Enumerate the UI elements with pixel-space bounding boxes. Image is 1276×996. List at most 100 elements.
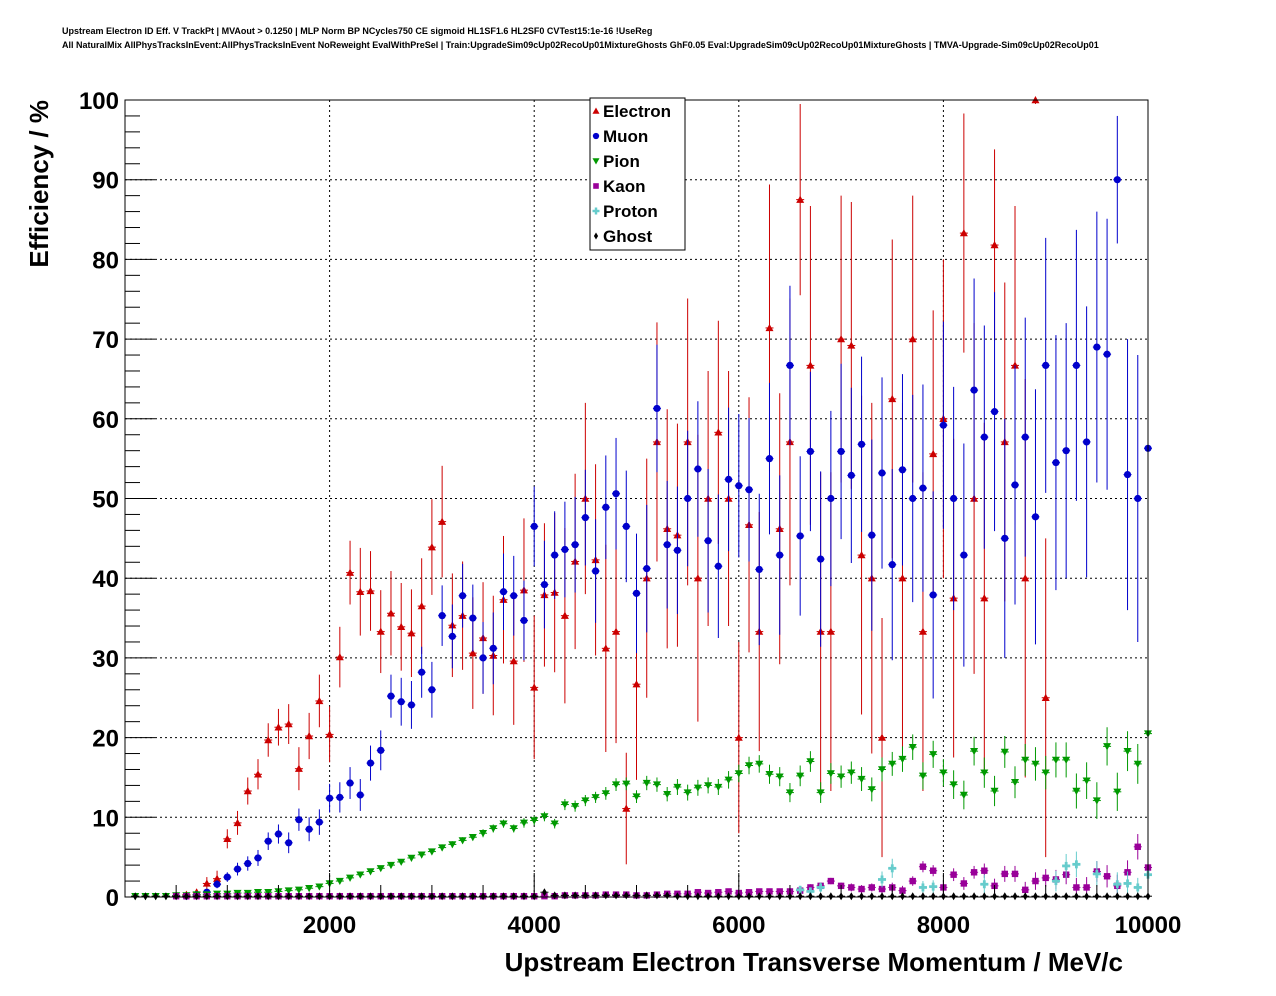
data-point	[726, 892, 731, 901]
data-point	[438, 612, 446, 620]
data-point	[929, 449, 938, 458]
data-point	[1042, 361, 1050, 370]
data-point	[918, 627, 927, 635]
data-point	[335, 653, 344, 661]
data-point	[284, 887, 293, 895]
data-point	[951, 892, 957, 901]
data-point	[867, 786, 876, 794]
data-point	[796, 772, 805, 780]
data-point	[284, 720, 293, 728]
data-point	[868, 531, 876, 539]
data-point	[1072, 787, 1081, 795]
legend-label-kaon: Kaon	[603, 177, 646, 196]
data-point	[551, 551, 559, 559]
data-point	[386, 861, 395, 870]
data-point	[878, 875, 887, 884]
data-point	[489, 825, 498, 833]
data-point	[929, 751, 938, 759]
data-point	[888, 561, 896, 569]
data-point	[458, 592, 467, 600]
data-point	[900, 892, 905, 901]
data-point	[1011, 779, 1020, 787]
data-point	[675, 892, 680, 901]
data-point	[1041, 769, 1050, 777]
data-point	[1084, 892, 1090, 901]
data-point	[663, 790, 672, 799]
data-point	[1033, 892, 1038, 901]
data-point	[847, 471, 855, 479]
data-point	[909, 877, 916, 885]
data-point	[335, 877, 344, 886]
data-point	[1011, 361, 1020, 369]
data-point	[796, 532, 804, 540]
data-point	[1113, 788, 1122, 796]
data-point	[734, 733, 743, 741]
data-point	[571, 802, 580, 811]
data-point	[1053, 892, 1059, 901]
data-point	[571, 541, 579, 549]
legend-label-electron: Electron	[603, 102, 671, 121]
data-point	[693, 784, 702, 792]
data-point	[816, 789, 825, 797]
data-point	[960, 551, 968, 559]
data-point	[397, 858, 406, 866]
data-point	[1125, 892, 1130, 901]
data-point	[274, 723, 283, 731]
data-point	[366, 868, 375, 876]
data-point	[859, 892, 864, 901]
data-point	[1041, 693, 1050, 701]
data-point	[1134, 843, 1141, 850]
data-point	[990, 787, 999, 795]
data-point	[468, 834, 477, 842]
data-point	[264, 837, 272, 845]
data-point	[918, 772, 927, 780]
data-point	[1103, 873, 1111, 880]
data-point	[213, 874, 222, 882]
data-point	[981, 892, 987, 901]
data-point	[632, 589, 641, 597]
data-point	[1104, 892, 1110, 901]
data-point	[366, 586, 375, 595]
data-point	[409, 892, 414, 901]
data-point	[857, 775, 866, 784]
data-point	[653, 404, 661, 413]
data-point	[419, 892, 425, 901]
data-point	[233, 818, 242, 827]
series-ghost	[131, 888, 1152, 901]
data-point	[520, 616, 528, 625]
legend-box	[589, 97, 686, 251]
data-point	[591, 567, 600, 575]
legend-label-pion: Pion	[603, 152, 640, 171]
data-point	[296, 892, 302, 901]
data-point	[959, 791, 968, 799]
data-point	[929, 882, 938, 891]
data-point	[929, 591, 937, 599]
data-point	[427, 848, 436, 856]
y-tick-label: 50	[92, 487, 119, 514]
data-point	[1021, 574, 1030, 582]
data-point	[294, 764, 303, 772]
data-point	[1133, 883, 1142, 892]
data-point	[827, 877, 835, 885]
data-point	[316, 892, 322, 901]
x-tick-label: 4000	[508, 912, 561, 939]
data-point	[960, 880, 968, 887]
data-point	[511, 892, 517, 901]
data-point	[458, 837, 467, 845]
data-point	[315, 696, 324, 705]
legend-marker-electron	[592, 107, 600, 114]
data-point	[714, 562, 722, 570]
data-point	[356, 791, 364, 799]
data-point	[1062, 861, 1071, 870]
data-point	[714, 428, 723, 436]
data-point	[765, 323, 774, 332]
data-point	[970, 869, 978, 876]
data-point	[980, 433, 988, 441]
data-point	[326, 794, 334, 802]
data-point	[244, 859, 252, 868]
data-point	[356, 871, 365, 879]
data-point	[490, 892, 496, 901]
data-point	[632, 793, 641, 801]
data-point	[1123, 879, 1132, 888]
data-point	[920, 892, 926, 901]
